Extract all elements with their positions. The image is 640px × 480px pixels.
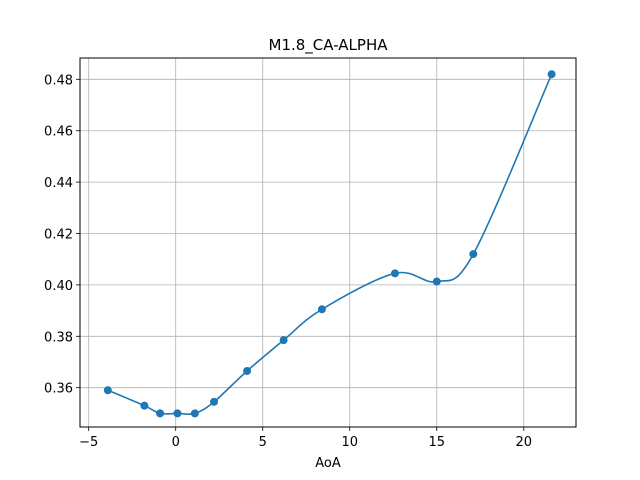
x-tick-label: 0 — [172, 435, 180, 450]
y-tick-label: 0.44 — [44, 176, 73, 191]
data-point-marker — [432, 277, 441, 286]
data-point-marker — [103, 386, 112, 395]
data-point-marker — [391, 269, 400, 278]
data-point-marker — [190, 409, 199, 418]
y-tick-label: 0.40 — [44, 279, 73, 294]
y-tick-label: 0.48 — [44, 73, 73, 88]
axis-ticks: −5 0 5 10 15 20 0.36 0.38 0.40 0.42 0.44 0.46 0.48 — [44, 73, 532, 450]
y-tick-label: 0.38 — [44, 330, 73, 345]
x-tick-label: 20 — [516, 435, 533, 450]
plot-area-frame — [79, 57, 577, 428]
data-point-marker — [279, 336, 288, 345]
y-tick-label: 0.36 — [44, 382, 73, 397]
data-point-marker — [243, 366, 252, 375]
y-tick-label: 0.42 — [44, 228, 73, 243]
series-marker-layer — [103, 70, 556, 418]
x-axis-label: AoA — [315, 456, 341, 471]
data-point-marker — [140, 401, 149, 410]
y-tick-label: 0.46 — [44, 125, 73, 140]
data-point-marker — [547, 70, 556, 79]
x-tick-label: 5 — [259, 435, 267, 450]
data-point-marker — [210, 397, 219, 406]
x-tick-label: 15 — [428, 435, 445, 450]
x-tick-label: 10 — [341, 435, 358, 450]
chart-title: M1.8_CA-ALPHA — [269, 36, 389, 55]
data-point-marker — [156, 409, 165, 418]
data-point-marker — [173, 409, 182, 418]
grid-lines — [80, 58, 576, 427]
x-tick-label: −5 — [79, 435, 98, 450]
data-point-marker — [317, 305, 326, 314]
data-point-marker — [469, 250, 478, 259]
